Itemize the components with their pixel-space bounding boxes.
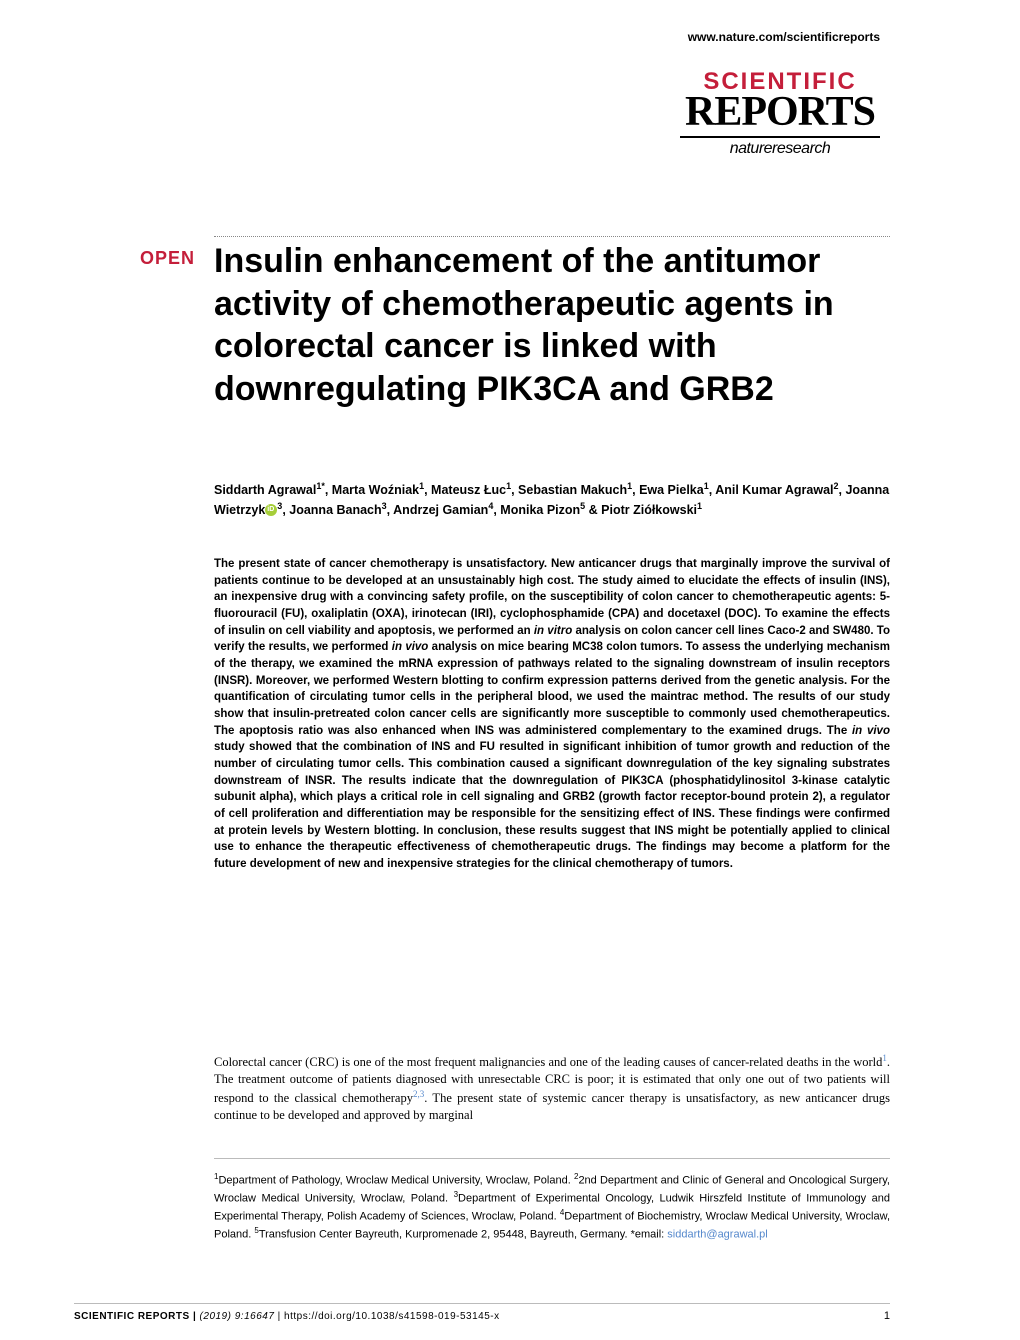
logo-nature: natureresearch xyxy=(680,140,880,158)
affiliations-block: 1Department of Pathology, Wroclaw Medica… xyxy=(214,1158,890,1244)
footer-journal: SCIENTIFIC REPORTS | xyxy=(74,1311,196,1322)
email-link[interactable]: siddarth@agrawal.pl xyxy=(667,1229,767,1241)
header-url[interactable]: www.nature.com/scientificreports xyxy=(688,30,880,44)
article-title: Insulin enhancement of the antitumor act… xyxy=(214,240,890,410)
open-access-badge: OPEN xyxy=(140,248,195,269)
page-footer: SCIENTIFIC REPORTS | (2019) 9:16647 | ht… xyxy=(74,1303,890,1322)
journal-logo: SCIENTIFIC REPORTS natureresearch xyxy=(680,70,880,158)
footer-doi[interactable]: | https://doi.org/10.1038/s41598-019-531… xyxy=(278,1311,500,1322)
divider-dotted xyxy=(214,236,890,237)
orcid-icon xyxy=(265,504,277,516)
footer-citation: SCIENTIFIC REPORTS | (2019) 9:16647 | ht… xyxy=(74,1311,500,1322)
intro-paragraph: Colorectal cancer (CRC) is one of the mo… xyxy=(214,1052,890,1124)
authors-list: Siddarth Agrawal1*, Marta Woźniak1, Mate… xyxy=(214,480,890,520)
logo-reports: REPORTS xyxy=(680,94,880,138)
footer-cite-year: (2019) 9:16647 xyxy=(200,1311,278,1322)
page-number: 1 xyxy=(884,1310,890,1322)
abstract-text: The present state of cancer chemotherapy… xyxy=(214,556,890,873)
